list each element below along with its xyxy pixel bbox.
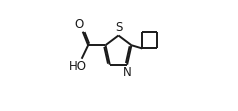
Text: HO: HO [69,60,87,73]
Text: O: O [74,18,84,31]
Text: N: N [123,66,131,79]
Text: S: S [115,21,122,34]
